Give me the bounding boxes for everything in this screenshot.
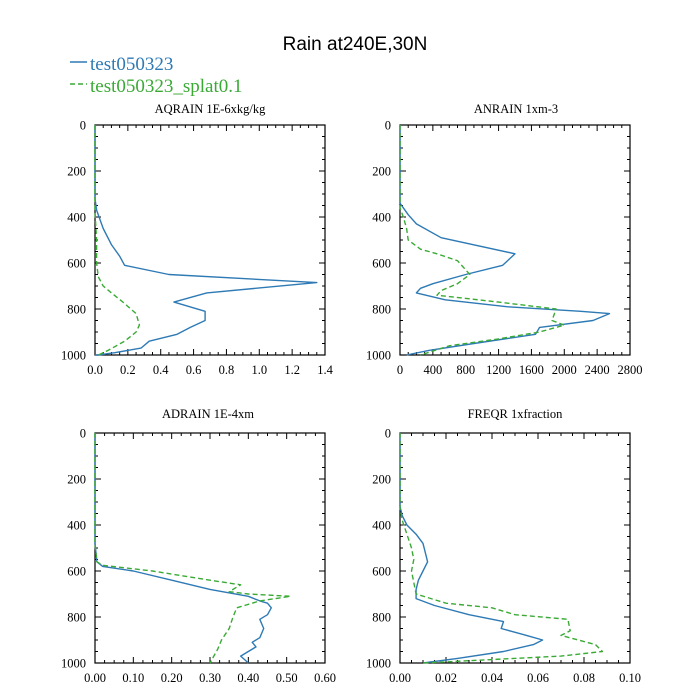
- y-tick-label: 1000: [61, 657, 86, 671]
- x-tick-label: 0.10: [619, 671, 641, 685]
- x-tick-label: 1600: [519, 363, 544, 377]
- panel-title: ANRAIN 1xm-3: [474, 102, 558, 116]
- x-tick-label: 0.06: [527, 671, 549, 685]
- x-tick-label: 0.04: [481, 671, 504, 685]
- x-tick-label: 0.20: [161, 671, 183, 685]
- y-tick-label: 200: [67, 473, 86, 487]
- x-tick-label: 2000: [552, 363, 577, 377]
- series-line-splat: [399, 433, 604, 664]
- y-tick-label: 600: [67, 257, 86, 271]
- x-tick-label: 0.02: [435, 671, 457, 685]
- y-tick-label: 800: [372, 611, 391, 625]
- x-tick-label: 0.00: [84, 671, 106, 685]
- x-tick-label: 1.0: [251, 363, 267, 377]
- panel-title: ADRAIN 1E-4xm: [162, 407, 254, 421]
- series-line-splat: [399, 125, 565, 356]
- x-tick-label: 0.40: [237, 671, 259, 685]
- x-tick-label: 2400: [585, 363, 610, 377]
- x-tick-label: 0.4: [153, 363, 169, 377]
- y-tick-label: 400: [372, 519, 391, 533]
- x-tick-label: 400: [423, 363, 442, 377]
- x-tick-label: 0.8: [219, 363, 235, 377]
- y-tick-label: 600: [372, 257, 391, 271]
- panel-anrain: ANRAIN 1xm-3 0 200 400 600 800 1000 0 400 800 120…: [366, 102, 643, 377]
- x-tick-label: 0.50: [276, 671, 298, 685]
- y-tick-label: 0: [80, 119, 86, 133]
- y-tick-label: 400: [67, 211, 86, 225]
- y-tick-label: 0: [80, 427, 86, 441]
- series-line-splat: [94, 433, 292, 664]
- panel-title: AQRAIN 1E-6xkg/kg: [155, 102, 267, 116]
- main-title: Rain at240E,30N: [283, 34, 428, 55]
- legend-label-splat: test050323_splat0.1: [90, 76, 243, 97]
- y-tick-label: 400: [372, 211, 391, 225]
- x-tick-label: 0: [397, 363, 403, 377]
- series-line-test050323: [399, 125, 611, 356]
- x-tick-label: 800: [456, 363, 475, 377]
- y-tick-label: 0: [385, 427, 391, 441]
- legend-label-test050323: test050323: [90, 54, 173, 75]
- x-tick-label: 1.4: [317, 363, 333, 377]
- y-tick-label: 0: [385, 119, 391, 133]
- y-tick-label: 1000: [61, 349, 86, 363]
- x-tick-label: 0.08: [573, 671, 595, 685]
- legend: test050323 test050323_splat0.1: [70, 54, 243, 97]
- series-line-splat: [94, 125, 141, 356]
- y-tick-label: 400: [67, 519, 86, 533]
- x-tick-label: 2800: [618, 363, 643, 377]
- y-tick-label: 800: [67, 303, 86, 317]
- x-tick-label: 0.00: [389, 671, 411, 685]
- x-tick-label: 0.10: [122, 671, 144, 685]
- y-tick-label: 200: [372, 473, 391, 487]
- y-tick-label: 1000: [366, 657, 391, 671]
- x-tick-label: 0.30: [199, 671, 221, 685]
- series-line-test050323: [94, 433, 272, 664]
- y-tick-label: 1000: [366, 349, 391, 363]
- y-tick-label: 800: [67, 611, 86, 625]
- x-tick-label: 0.60: [314, 671, 336, 685]
- y-tick-label: 200: [372, 165, 391, 179]
- x-tick-label: 1200: [486, 363, 511, 377]
- x-tick-label: 0.2: [120, 363, 136, 377]
- x-tick-label: 1.2: [284, 363, 300, 377]
- x-tick-label: 0.6: [186, 363, 202, 377]
- y-tick-label: 600: [67, 565, 86, 579]
- y-tick-label: 200: [67, 165, 86, 179]
- series-line-test050323: [94, 125, 318, 356]
- x-tick-label: 0.0: [87, 363, 103, 377]
- y-tick-label: 800: [372, 303, 391, 317]
- panel-title: FREQR 1xfraction: [468, 407, 564, 421]
- y-tick-label: 600: [372, 565, 391, 579]
